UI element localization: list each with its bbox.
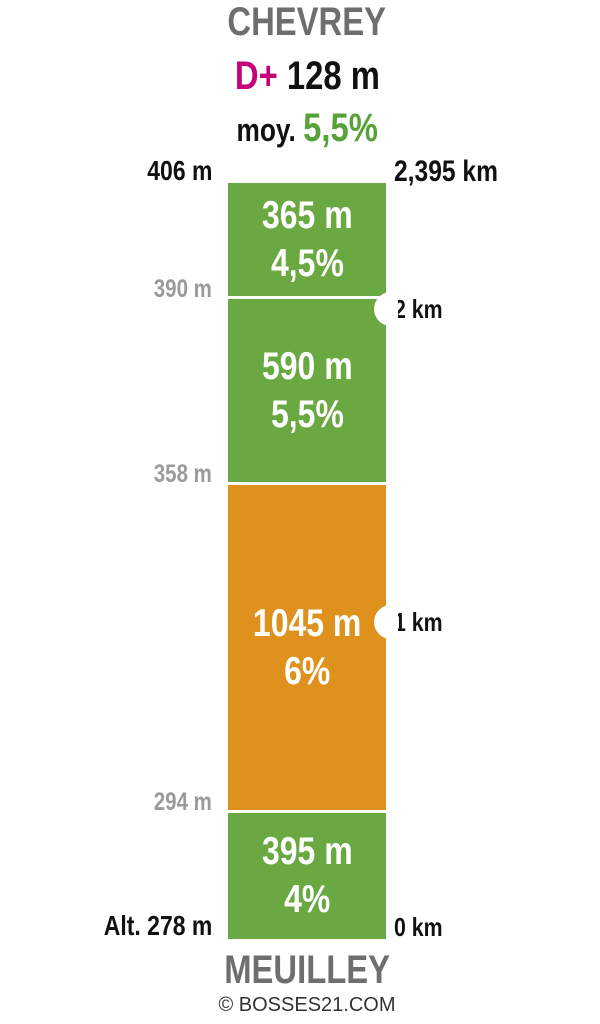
- segment-2: 590 m 5,5%: [228, 299, 386, 482]
- altitude-390: 390 m: [153, 275, 212, 303]
- segment-length: 365 m: [261, 193, 353, 237]
- base-name: MEUILLEY: [224, 948, 390, 992]
- segment-divider: [228, 482, 386, 485]
- dplus-value: 128 m: [286, 54, 380, 98]
- distance-1km: 1 km: [394, 607, 443, 637]
- dplus-label: D+: [234, 54, 278, 98]
- avg-value: 5,5%: [302, 106, 378, 150]
- km-marker-1: [374, 605, 398, 639]
- segment-4: 395 m 4%: [228, 813, 386, 939]
- altitude-358: 358 m: [153, 460, 212, 488]
- distance-top: 2,395 km: [394, 155, 498, 188]
- segment-length: 590 m: [261, 344, 353, 388]
- elevation-gain: D+ 128 m: [0, 54, 600, 99]
- avg-label: moy.: [236, 112, 296, 148]
- summit-name: CHEVREY: [227, 0, 387, 44]
- distance-0km: 0 km: [394, 912, 443, 942]
- altitude-bottom: Alt. 278 m: [103, 910, 212, 941]
- segment-grade: 6%: [283, 649, 331, 693]
- altitude-294: 294 m: [153, 788, 212, 816]
- segment-grade: 4%: [283, 878, 331, 921]
- segment-length: 1045 m: [252, 601, 362, 645]
- segment-grade: 5,5%: [270, 392, 344, 436]
- climb-profile-column: 365 m 4,5% 590 m 5,5% 1045 m 6% 395 m 4%: [228, 183, 386, 939]
- segment-divider: [228, 296, 386, 299]
- copyright: © BOSSES21.COM: [218, 994, 396, 1016]
- segment-divider: [228, 810, 386, 813]
- average-grade: moy. 5,5%: [0, 106, 600, 151]
- segment-length: 395 m: [261, 830, 353, 873]
- segment-grade: 4,5%: [270, 241, 344, 285]
- distance-2km: 2 km: [394, 294, 443, 324]
- km-marker-2: [374, 292, 398, 326]
- altitude-top: 406 m: [146, 155, 212, 186]
- segment-1: 365 m 4,5%: [228, 183, 386, 296]
- segment-3: 1045 m 6%: [228, 485, 386, 810]
